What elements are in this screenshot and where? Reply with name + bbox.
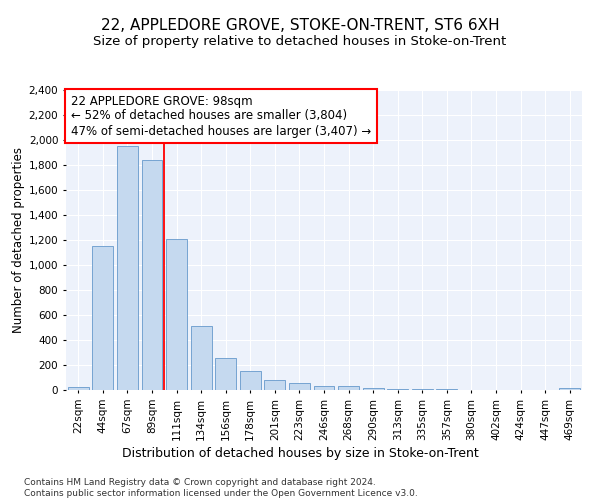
Bar	[265, 380, 286, 390]
Bar	[191, 326, 212, 390]
Bar	[142, 160, 163, 390]
Bar	[240, 370, 261, 390]
Bar	[166, 239, 187, 390]
Bar	[559, 388, 580, 390]
Bar	[117, 146, 138, 390]
Bar	[387, 389, 408, 390]
Y-axis label: Number of detached properties: Number of detached properties	[11, 147, 25, 333]
Text: Size of property relative to detached houses in Stoke-on-Trent: Size of property relative to detached ho…	[94, 35, 506, 48]
Text: 22 APPLEDORE GROVE: 98sqm
← 52% of detached houses are smaller (3,804)
47% of se: 22 APPLEDORE GROVE: 98sqm ← 52% of detac…	[71, 94, 371, 138]
Bar	[68, 387, 89, 390]
Bar	[338, 386, 359, 390]
Text: 22, APPLEDORE GROVE, STOKE-ON-TRENT, ST6 6XH: 22, APPLEDORE GROVE, STOKE-ON-TRENT, ST6…	[101, 18, 499, 32]
Bar	[289, 383, 310, 390]
Bar	[215, 358, 236, 390]
Text: Contains HM Land Registry data © Crown copyright and database right 2024.
Contai: Contains HM Land Registry data © Crown c…	[24, 478, 418, 498]
Bar	[314, 386, 334, 390]
Text: Distribution of detached houses by size in Stoke-on-Trent: Distribution of detached houses by size …	[122, 448, 478, 460]
Bar	[92, 246, 113, 390]
Bar	[362, 388, 383, 390]
